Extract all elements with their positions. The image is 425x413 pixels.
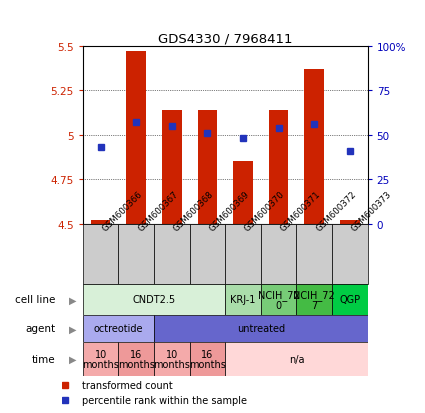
- Bar: [296, 284, 332, 315]
- Text: GSM600372: GSM600372: [314, 189, 358, 233]
- Text: 16
months: 16 months: [189, 349, 226, 369]
- Bar: [83, 284, 225, 315]
- Bar: [83, 342, 119, 376]
- Text: KRJ-1: KRJ-1: [230, 294, 256, 305]
- Text: cell line: cell line: [15, 294, 55, 305]
- Bar: [304, 70, 324, 224]
- Bar: [162, 111, 181, 224]
- Bar: [340, 221, 360, 224]
- Bar: [119, 342, 154, 376]
- Text: GSM600367: GSM600367: [136, 189, 180, 233]
- Text: ▶: ▶: [68, 294, 76, 305]
- Bar: [261, 224, 296, 284]
- Text: GSM600366: GSM600366: [101, 189, 144, 233]
- Bar: [154, 315, 368, 342]
- Text: percentile rank within the sample: percentile rank within the sample: [82, 395, 246, 405]
- Text: GSM600373: GSM600373: [350, 189, 394, 233]
- Bar: [296, 224, 332, 284]
- Text: GSM600368: GSM600368: [172, 189, 215, 233]
- Title: GDS4330 / 7968411: GDS4330 / 7968411: [158, 33, 292, 45]
- Text: ▶: ▶: [68, 354, 76, 364]
- Text: agent: agent: [25, 323, 55, 334]
- Text: CNDT2.5: CNDT2.5: [133, 294, 176, 305]
- Text: 10
months: 10 months: [82, 349, 119, 369]
- Bar: [83, 315, 154, 342]
- Bar: [91, 221, 110, 224]
- Text: GSM600370: GSM600370: [243, 189, 287, 233]
- Bar: [190, 342, 225, 376]
- Bar: [83, 224, 119, 284]
- Bar: [225, 342, 368, 376]
- Bar: [332, 224, 368, 284]
- Text: time: time: [31, 354, 55, 364]
- Bar: [119, 224, 154, 284]
- Bar: [225, 224, 261, 284]
- Text: n/a: n/a: [289, 354, 304, 364]
- Text: NCIH_72
7: NCIH_72 7: [293, 290, 335, 310]
- Bar: [154, 342, 190, 376]
- Bar: [190, 224, 225, 284]
- Text: untreated: untreated: [237, 323, 285, 334]
- Text: octreotide: octreotide: [94, 323, 143, 334]
- Bar: [261, 284, 296, 315]
- Text: GSM600369: GSM600369: [207, 189, 251, 233]
- Bar: [154, 224, 190, 284]
- Bar: [225, 284, 261, 315]
- Bar: [269, 111, 289, 224]
- Text: ▶: ▶: [68, 323, 76, 334]
- Text: 16
months: 16 months: [118, 349, 155, 369]
- Text: GSM600371: GSM600371: [279, 189, 322, 233]
- Bar: [127, 52, 146, 224]
- Bar: [198, 111, 217, 224]
- Text: NCIH_72
0: NCIH_72 0: [258, 290, 300, 310]
- Bar: [233, 162, 253, 224]
- Bar: [332, 284, 368, 315]
- Text: QGP: QGP: [339, 294, 360, 305]
- Text: transformed count: transformed count: [82, 380, 172, 390]
- Text: 10
months: 10 months: [153, 349, 190, 369]
